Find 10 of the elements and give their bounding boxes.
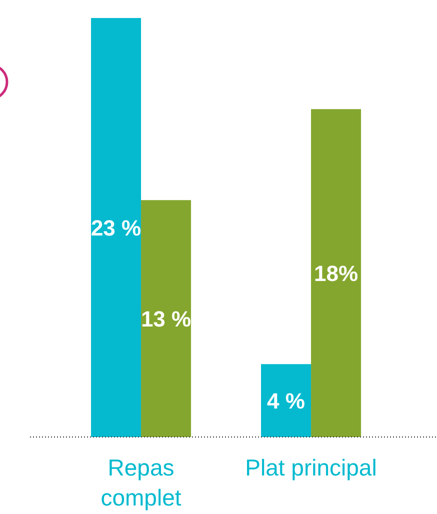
x-tick-label: Plat principal [245, 454, 377, 480]
data-label: 18% [314, 260, 358, 286]
bar [311, 109, 362, 437]
bar [91, 18, 142, 437]
data-label: 23 % [90, 215, 142, 240]
data-label: 13 % [140, 306, 192, 332]
x-tick-label: Repas complet [100, 454, 182, 510]
bar [141, 200, 192, 437]
bar [261, 364, 312, 437]
data-label: 4 % [267, 388, 305, 414]
